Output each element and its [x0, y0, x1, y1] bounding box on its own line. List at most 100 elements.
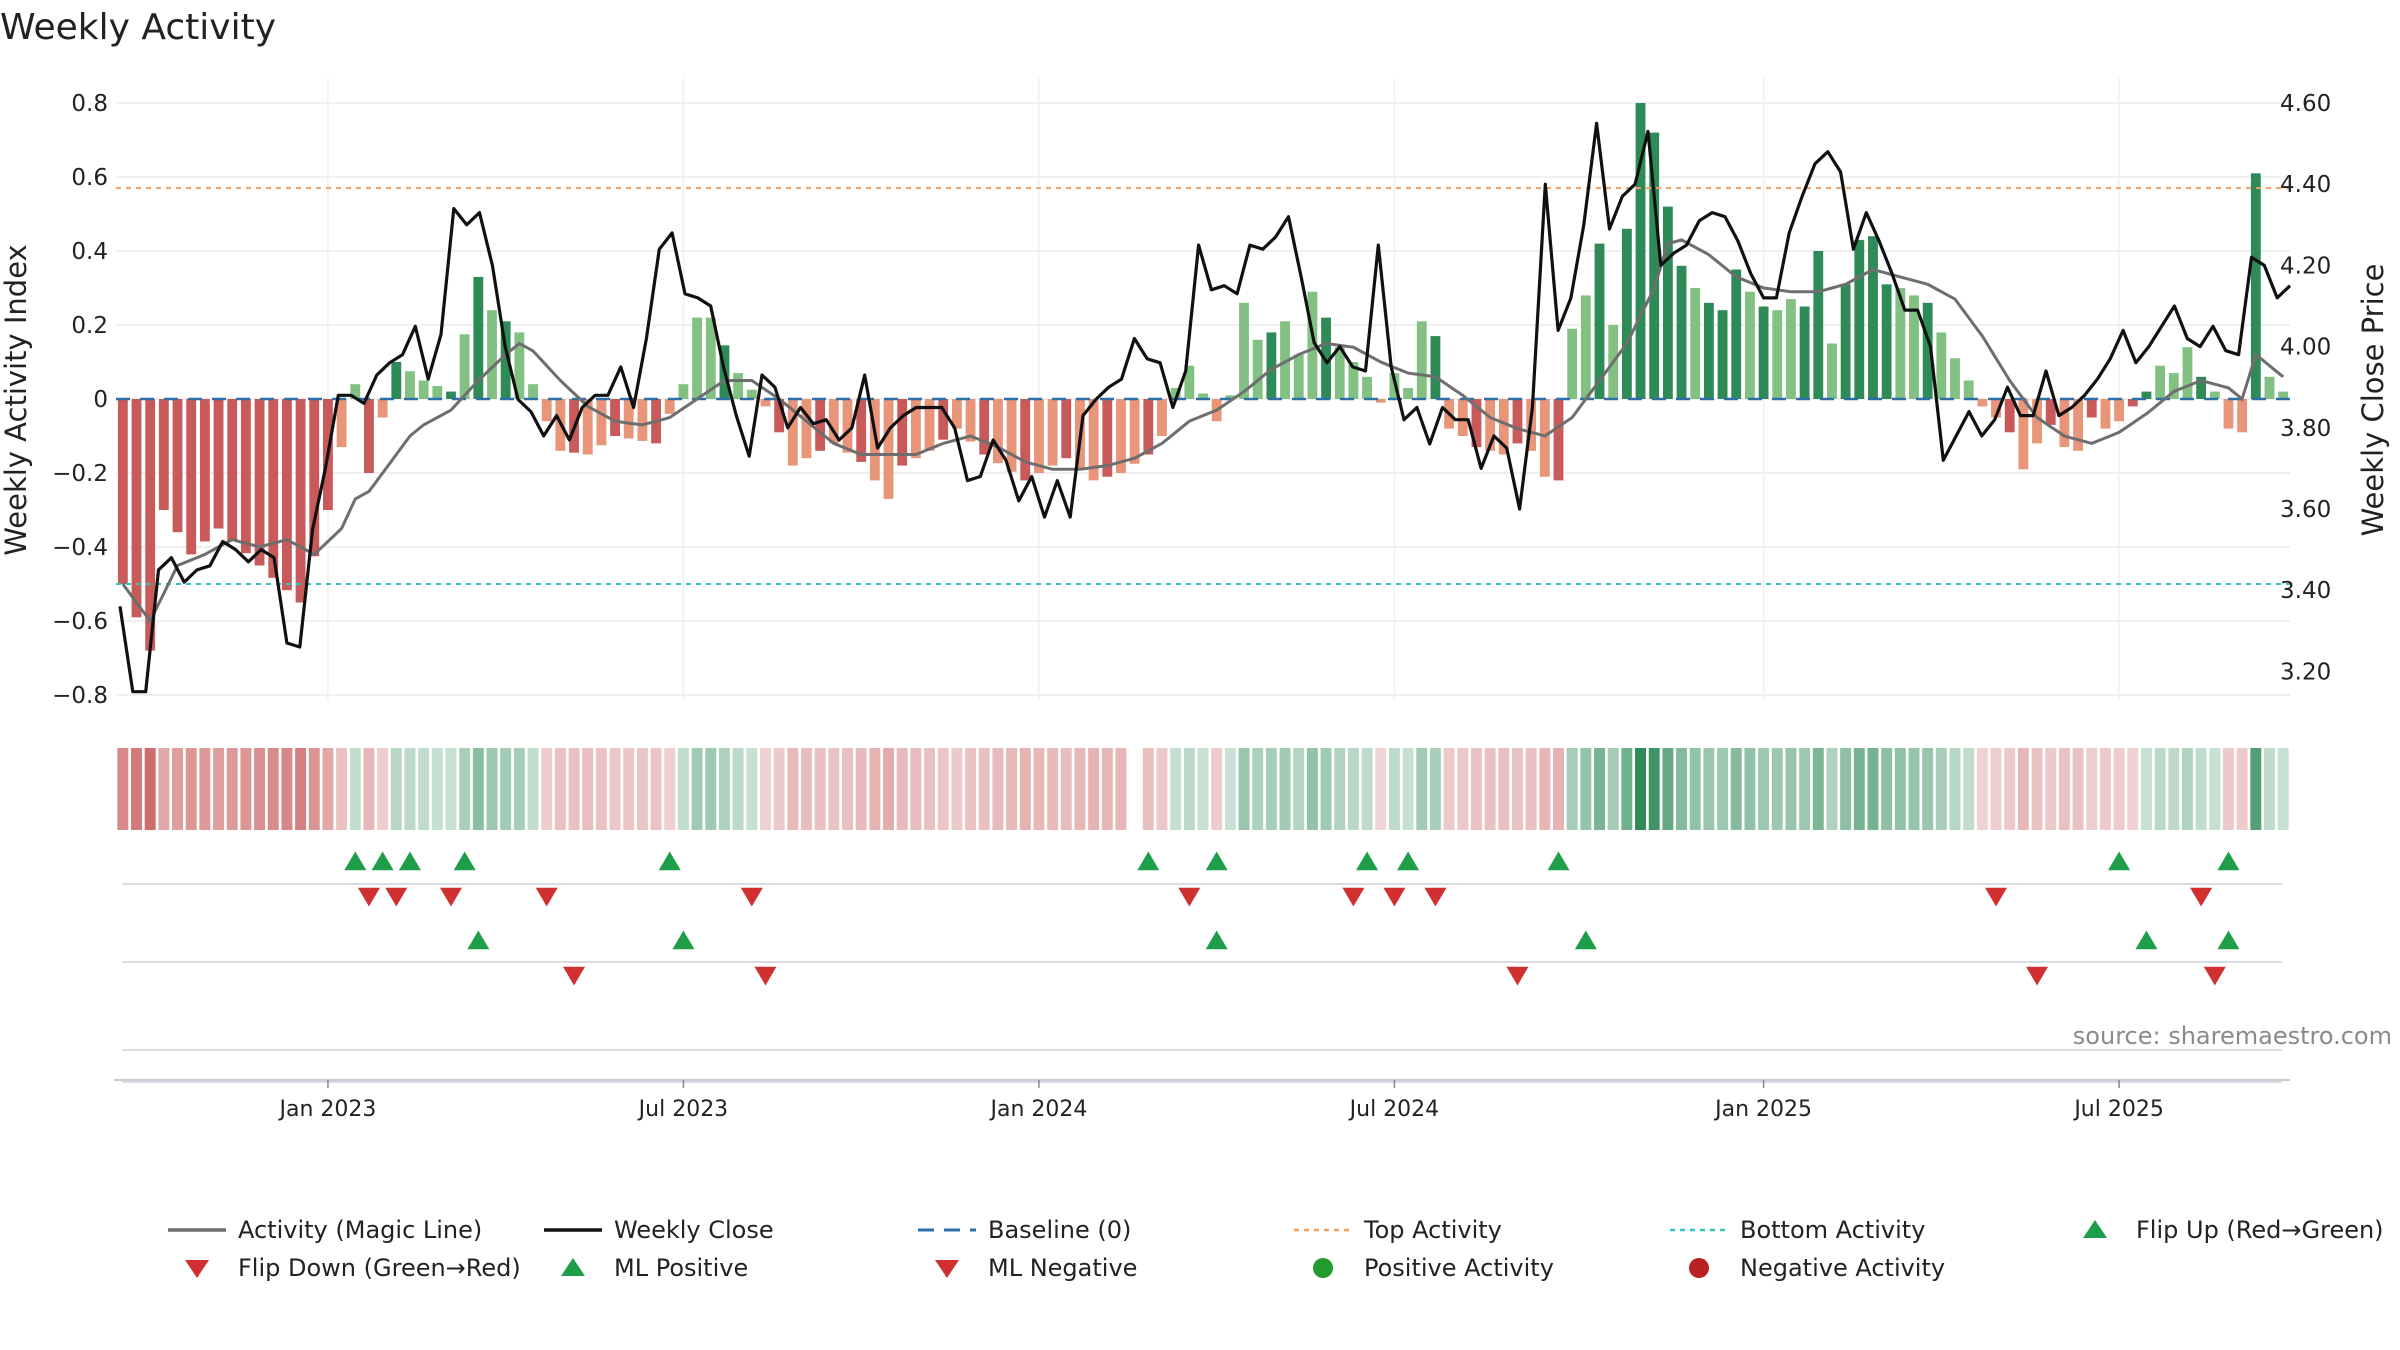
heat-cell [855, 748, 867, 830]
activity-bar [924, 399, 935, 451]
legend-label: Activity (Magic Line) [238, 1216, 482, 1244]
activity-bar [1744, 291, 1755, 399]
heat-cell [1539, 748, 1551, 830]
flip-down-marker [1424, 887, 1447, 907]
heat-cell [937, 748, 949, 830]
ml-negative-marker [563, 966, 586, 986]
heat-cell [1142, 748, 1154, 830]
activity-bar [2209, 391, 2220, 399]
heat-cell [1115, 748, 1127, 830]
activity-bar [1977, 399, 1988, 407]
flip-up-marker [371, 851, 394, 871]
legend-item: Positive Activity [1313, 1254, 1554, 1282]
activity-bar [2100, 399, 2111, 429]
activity-bar [1116, 399, 1126, 473]
activity-bar [446, 391, 456, 399]
heat-cell [2209, 748, 2221, 830]
heat-cell [636, 748, 648, 830]
heat-cell [267, 748, 279, 830]
activity-bar [391, 362, 402, 399]
heat-cell [650, 748, 662, 830]
activity-bar [760, 399, 771, 407]
heat-cell [1525, 748, 1537, 830]
flip-up-marker [453, 851, 476, 871]
activity-bar [1594, 243, 1605, 399]
activity-bar [1498, 399, 1509, 455]
activity-bar [1703, 302, 1714, 399]
heat-cell [1867, 748, 1879, 830]
activity-bar [1348, 362, 1359, 399]
legend-label: Baseline (0) [988, 1216, 1131, 1244]
heat-cell [240, 748, 252, 830]
heat-cell [896, 748, 908, 830]
activity-bar [2004, 399, 2015, 433]
heat-cell [1347, 748, 1359, 830]
activity-bar [1854, 239, 1865, 399]
heat-cell [1060, 748, 1072, 830]
heat-cell [1990, 748, 2002, 830]
ml-positive-marker [672, 930, 695, 950]
activity-bar [268, 399, 279, 578]
activity-bar [172, 399, 183, 533]
heat-cell [951, 748, 963, 830]
legend-label: Flip Down (Green→Red) [238, 1254, 521, 1282]
heat-cell [1484, 748, 1496, 830]
flip-up-marker [658, 851, 681, 871]
activity-bar [528, 384, 538, 399]
heat-cell [144, 748, 156, 830]
heat-cell [418, 748, 430, 830]
activity-bar [1649, 132, 1660, 399]
heat-cell [131, 748, 142, 830]
flip-down-marker [1342, 887, 1365, 907]
activity-bar [1293, 354, 1304, 399]
heat-cell [910, 748, 922, 830]
flip-up-marker [1547, 851, 1570, 871]
heat-cell [1265, 748, 1277, 830]
triangle-down-icon [185, 1260, 209, 1278]
heat-cell [1512, 748, 1523, 830]
flip-up-marker [344, 851, 367, 871]
heat-cell [1074, 748, 1086, 830]
heat-cell [1566, 748, 1578, 830]
heat-cell [1429, 748, 1441, 830]
heat-cell [595, 748, 607, 830]
activity-bar [309, 399, 320, 557]
activity-bar [1170, 387, 1181, 399]
heat-cell [1470, 748, 1482, 830]
ml-negative-marker [2203, 966, 2226, 986]
heat-cell [2086, 748, 2098, 830]
left-tick-label: −0.6 [52, 609, 108, 635]
right-tick-label: 3.40 [2280, 578, 2331, 604]
activity-bar [596, 399, 607, 446]
left-tick-label: −0.4 [52, 535, 108, 561]
activity-bar [979, 399, 990, 455]
activity-bar [1553, 399, 1564, 481]
right-tick-label: 3.80 [2280, 416, 2331, 442]
flip-down-marker [535, 887, 558, 907]
heat-cell [513, 748, 525, 830]
heat-cell [1443, 748, 1455, 830]
heat-cell [965, 748, 977, 830]
heat-cell [773, 748, 785, 830]
legend-item: Flip Down (Green→Red) [185, 1254, 521, 1282]
right-tick-label: 3.20 [2280, 659, 2331, 685]
activity-bar [514, 332, 525, 399]
activity-bar [1963, 380, 1974, 399]
ml-positive-marker [2135, 930, 2158, 950]
activity-bar [1457, 399, 1468, 436]
activity-bar [1143, 399, 1154, 455]
heat-cell [787, 748, 799, 830]
right-tick-label: 4.60 [2280, 91, 2331, 117]
heat-cell [1853, 748, 1865, 830]
heat-cell [1949, 748, 1961, 830]
heat-cell [2004, 748, 2016, 830]
activity-bar [418, 380, 429, 399]
ml-positive-marker [1574, 930, 1597, 950]
heat-cell [226, 748, 238, 830]
heat-cell [1088, 748, 1100, 830]
activity-bar [1225, 395, 1236, 399]
legend-item: Weekly Close [544, 1216, 774, 1244]
legend-item: ML Positive [561, 1254, 748, 1282]
heat-cell [1197, 748, 1209, 830]
activity-bar [1061, 399, 1072, 459]
